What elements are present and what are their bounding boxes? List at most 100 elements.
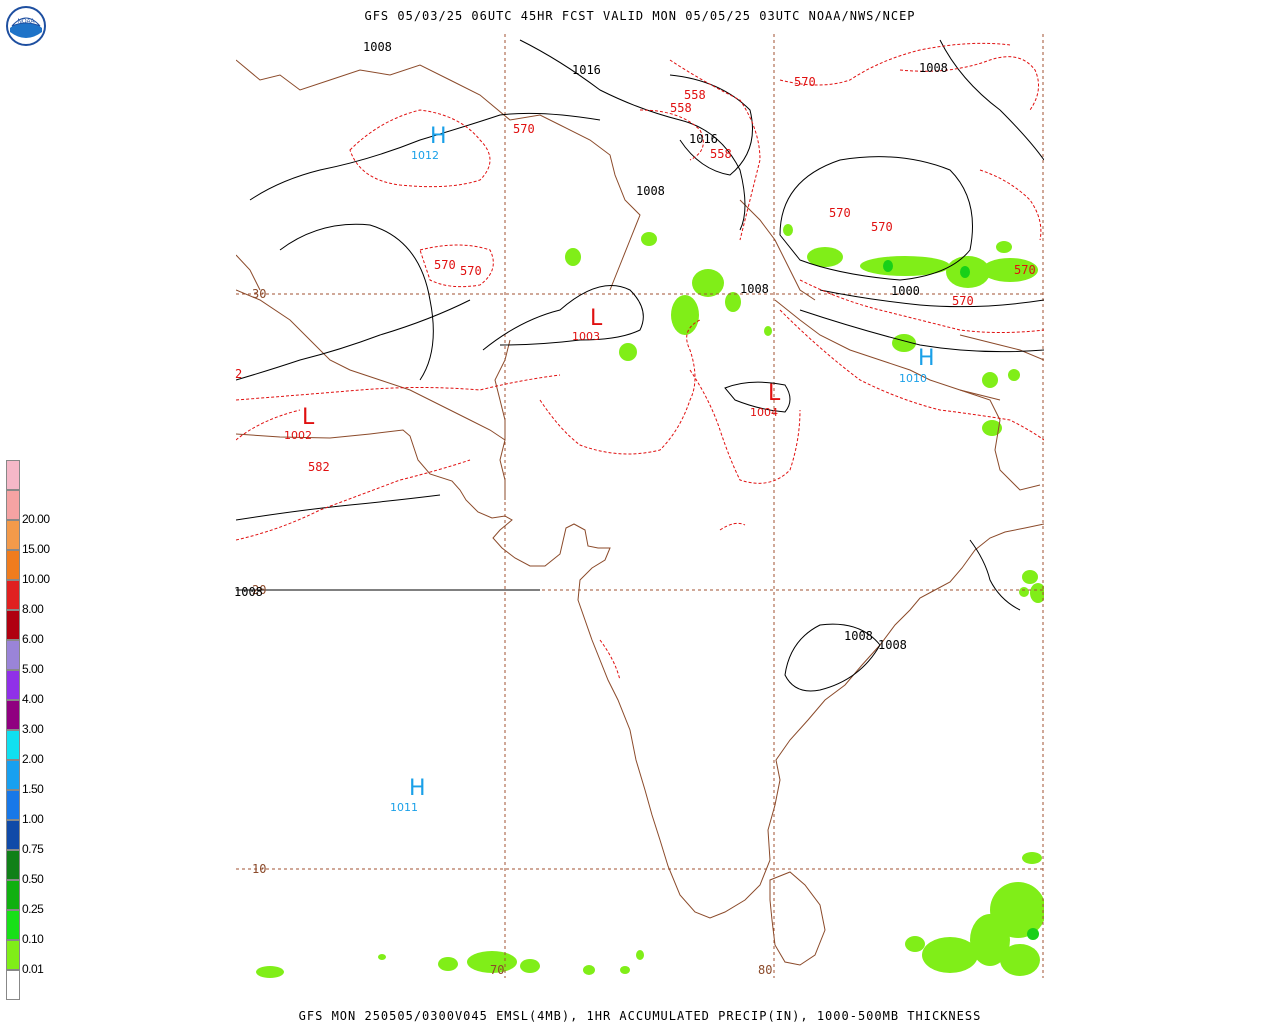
precip-patch <box>892 334 916 352</box>
legend-label: 0.10 <box>22 932 44 946</box>
isobar-line <box>482 285 644 351</box>
precip-areas <box>256 224 1044 978</box>
isobar-line <box>799 309 1044 353</box>
high-center-value: 1010 <box>899 372 927 385</box>
precip-patch <box>1030 583 1044 603</box>
border-pakistan <box>494 339 511 500</box>
high-center-value: 1011 <box>390 801 418 814</box>
legend-swatch <box>6 700 20 730</box>
precip-patch <box>1022 570 1038 584</box>
legend-swatch <box>6 760 20 790</box>
legend-swatch <box>6 580 20 610</box>
border-bangladesh <box>959 389 1041 491</box>
sri-lanka-coast <box>769 871 826 966</box>
high-center-value: 1012 <box>411 149 439 162</box>
precip-patch <box>860 256 950 276</box>
legend-swatch <box>6 670 20 700</box>
low-center-symbol: L <box>302 405 315 430</box>
isobar-label: 1008 <box>844 629 873 643</box>
thickness-line <box>979 169 1042 241</box>
high-center-symbol: H <box>918 346 935 371</box>
precip-patch <box>620 966 630 974</box>
thickness-label: 570 <box>434 258 456 272</box>
thickness-line <box>899 56 1040 111</box>
precip-patch <box>438 957 458 971</box>
lat-label-20: 20 <box>252 583 266 597</box>
thickness-label: 570 <box>871 220 893 234</box>
chart-title: GFS 05/03/25 06UTC 45HR FCST VALID MON 0… <box>364 9 916 23</box>
isobar-line <box>249 112 601 201</box>
thickness-line <box>236 459 471 541</box>
border-north <box>236 59 641 291</box>
isobar-line <box>784 623 881 692</box>
precip-patch <box>1022 852 1042 864</box>
lat-label-10: 10 <box>252 862 266 876</box>
precip-patch <box>565 248 581 266</box>
legend-label: 0.50 <box>22 872 44 886</box>
legend-swatch <box>6 610 20 640</box>
thickness-label: 558 <box>710 147 732 161</box>
legend-label: 0.25 <box>22 902 44 916</box>
thickness-line <box>236 409 301 441</box>
isobar-line <box>236 494 441 521</box>
legend-label: 10.00 <box>22 572 50 586</box>
chart-footer: GFS MON 250505/0300V045 EMSL(4MB), 1HR A… <box>298 1009 982 1023</box>
isobar-label: 1008 <box>234 585 263 599</box>
lat-label-30: 30 <box>252 287 266 301</box>
isobar-label: 1016 <box>689 132 718 146</box>
legend-swatch <box>6 940 20 970</box>
precip-patch <box>807 247 843 267</box>
isobar-label: 1008 <box>740 282 769 296</box>
legend-swatch <box>6 550 20 580</box>
thickness-label: 570 <box>513 122 535 136</box>
coastline-west <box>236 429 1044 919</box>
precip-patch <box>378 954 386 960</box>
precip-patch <box>960 266 970 278</box>
legend-swatch <box>6 910 20 940</box>
legend-label: 3.00 <box>22 722 44 736</box>
isobar-line <box>279 223 434 381</box>
thickness-label: 570 <box>829 206 851 220</box>
thickness-label: 570 <box>1014 263 1036 277</box>
legend-label: 0.75 <box>22 842 44 856</box>
legend-swatch <box>6 970 20 1000</box>
isobar-label: 1016 <box>572 63 601 77</box>
high-center-symbol: H <box>409 776 426 801</box>
precip-patch <box>922 937 978 973</box>
precip-patch <box>1019 587 1029 597</box>
thickness-line <box>419 244 494 288</box>
precip-patch <box>641 232 657 246</box>
precip-patch <box>520 959 540 973</box>
low-center-symbol: L <box>590 306 603 331</box>
thickness-contours <box>236 42 1044 681</box>
precip-patch <box>905 936 925 952</box>
isobar-label: 1008 <box>363 40 392 54</box>
legend-label: 0.01 <box>22 962 44 976</box>
isobar-line <box>819 289 1044 308</box>
isobar-line <box>519 39 746 231</box>
noaa-logo: NOAA <box>6 6 46 46</box>
isobar-line <box>939 39 1044 161</box>
border-tibet <box>959 334 1044 361</box>
isobar-label: 1008 <box>878 638 907 652</box>
lon-label-80: 80 <box>758 963 772 977</box>
thickness-line <box>799 279 1044 333</box>
precip-patch <box>636 950 644 960</box>
precip-patch <box>1008 369 1020 381</box>
precip-patch <box>996 241 1012 253</box>
thickness-line <box>349 109 491 188</box>
precip-patch <box>671 295 699 335</box>
high-center-symbol: H <box>430 124 447 149</box>
precip-patch <box>256 966 284 978</box>
legend-swatch <box>6 730 20 760</box>
thickness-line <box>639 109 704 161</box>
legend-label: 15.00 <box>22 542 50 556</box>
thickness-label: 558 <box>670 101 692 115</box>
legend-label: 5.00 <box>22 662 44 676</box>
precip-patch <box>982 258 1038 282</box>
precip-patch <box>883 260 893 272</box>
border-nepal <box>774 299 1001 401</box>
isobar-line <box>969 539 1021 611</box>
precip-patch <box>692 269 724 297</box>
